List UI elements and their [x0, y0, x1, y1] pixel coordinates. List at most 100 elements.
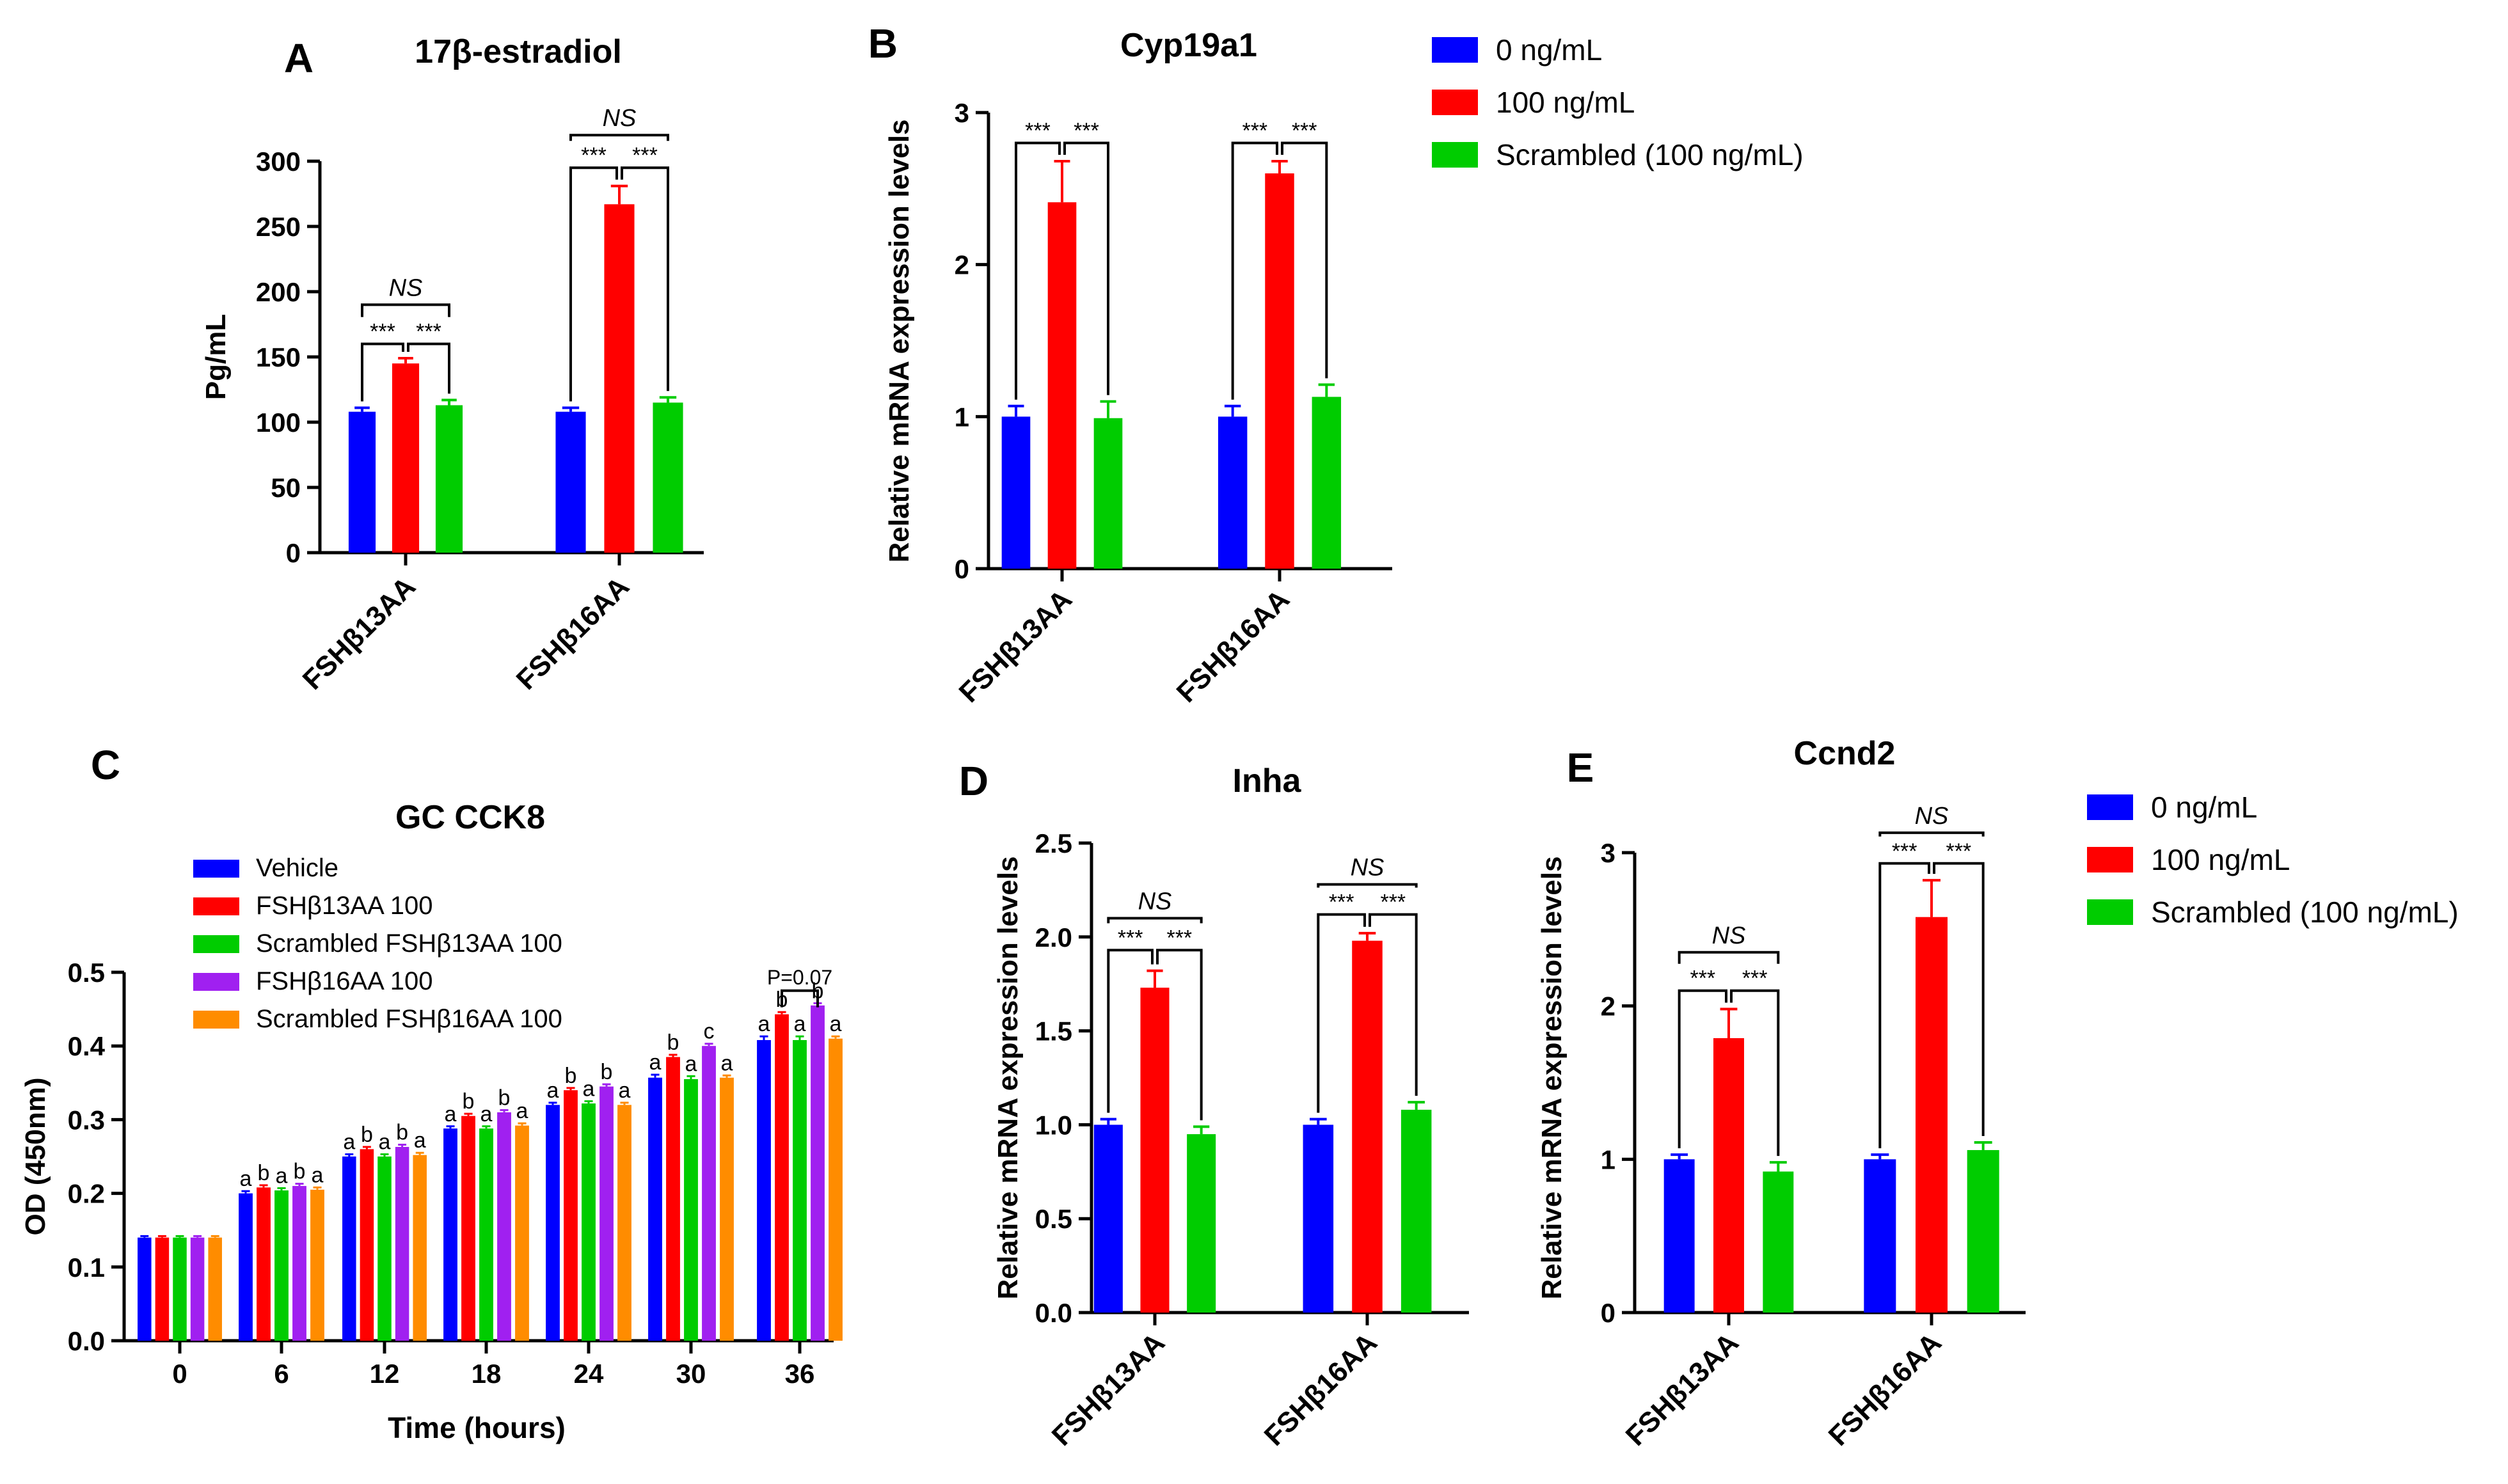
legend-top: 0 ng/mL 100 ng/mL Scrambled (100 ng/mL) [1432, 33, 1804, 171]
bar-letter: a [445, 1102, 457, 1126]
bar [1218, 416, 1248, 569]
legend-label: Scrambled FSHβ16AA 100 [256, 1005, 562, 1033]
significance-stars: *** [632, 143, 658, 168]
significance-bracket [1933, 862, 1985, 1136]
y-tick-label: 3 [955, 98, 969, 128]
bar [582, 1103, 596, 1341]
y-tick-label: 2.0 [1035, 922, 1072, 952]
y-axis-label: Relative mRNA expression levels [1536, 856, 1568, 1300]
legend-swatch [193, 973, 239, 991]
bar [564, 1090, 578, 1341]
significance-bracket [1231, 141, 1278, 400]
bar [684, 1079, 698, 1341]
p-value-label: P=0.07 [767, 966, 832, 989]
bar [360, 1149, 374, 1341]
bar-letter: a [240, 1167, 252, 1191]
bar [653, 402, 683, 553]
bar-letter: a [516, 1099, 528, 1123]
bar [1047, 202, 1077, 569]
significance-bracket [1678, 989, 1727, 1149]
panel-a: 0 50 100 150 200 250 300 17β-estradiol A Pg/mL FSH… [200, 33, 704, 696]
significance-bracket [361, 342, 404, 402]
significance-stars: *** [1329, 890, 1354, 915]
ns-bracket [1678, 951, 1780, 964]
legend-swatch [1432, 37, 1478, 63]
ns-label: NS [1915, 803, 1949, 830]
x-tick-label: 18 [472, 1359, 502, 1389]
bar [775, 1014, 789, 1341]
bar [793, 1039, 807, 1341]
bar [666, 1057, 680, 1341]
bar-letter: a [343, 1130, 355, 1155]
x-tick-label: FSHβ13AA [953, 583, 1078, 708]
ns-label: NS [1351, 855, 1385, 881]
bar [599, 1086, 614, 1341]
bar-letter: a [830, 1012, 842, 1036]
significance-bracket [621, 166, 669, 391]
bar [342, 1156, 356, 1341]
significance-bracket [1107, 949, 1154, 1113]
bar-letter: a [480, 1102, 493, 1126]
bar [757, 1039, 771, 1341]
bar-letter: a [547, 1078, 559, 1103]
x-tick-label: FSHβ13AA [1620, 1327, 1745, 1451]
bar [604, 204, 635, 553]
bar [138, 1237, 152, 1341]
bar [377, 1156, 392, 1341]
bar [435, 405, 463, 553]
bar [1001, 416, 1031, 569]
bar [1763, 1171, 1794, 1313]
significance-bracket [1369, 913, 1418, 1096]
bar [515, 1125, 529, 1341]
bar-letter: a [721, 1051, 733, 1075]
bar [479, 1128, 493, 1341]
ns-label: NS [1712, 922, 1746, 949]
ns-bracket [1878, 831, 1985, 837]
bar-letter: b [667, 1030, 679, 1055]
bar [208, 1237, 222, 1341]
panel-label: B [868, 20, 898, 67]
significance-stars: *** [1074, 119, 1099, 143]
ns-bracket [361, 303, 450, 317]
legend-label: FSHβ13AA 100 [256, 892, 433, 920]
legend-label: 0 ng/mL [2151, 791, 2257, 824]
bar-letter: a [758, 1012, 770, 1036]
ns-label: NS [1138, 888, 1172, 915]
legend-label: 0 ng/mL [1496, 33, 1602, 67]
bar-letter: b [361, 1123, 373, 1147]
x-tick-label: 30 [676, 1359, 706, 1389]
significance-stars: *** [1166, 926, 1192, 950]
bar [1915, 917, 1948, 1313]
legend-swatch [1432, 142, 1478, 168]
legend-swatch [1432, 90, 1478, 115]
x-tick-label: 24 [574, 1359, 604, 1389]
legend-label: Vehicle [256, 854, 338, 882]
significance-stars: *** [1892, 839, 1917, 864]
bar-letter: b [396, 1121, 408, 1145]
y-tick-label: 200 [256, 277, 301, 307]
legend-label: Scrambled (100 ng/mL) [2151, 896, 2459, 929]
y-tick-label: 0.0 [68, 1326, 105, 1356]
y-axis-label: Relative mRNA expression levels [884, 120, 915, 563]
bar-letter: a [794, 1012, 806, 1036]
ns-label: NS [389, 274, 423, 301]
significance-bracket [1878, 862, 1930, 1149]
y-tick-label: 1 [955, 402, 969, 432]
legend-label: Scrambled (100 ng/mL) [1496, 138, 1804, 171]
x-tick-label: 0 [172, 1359, 187, 1389]
bar [1303, 1125, 1334, 1313]
panel-label: E [1567, 745, 1594, 791]
bar [555, 411, 586, 553]
bar [1265, 173, 1294, 569]
legend-swatch [193, 860, 239, 878]
panel-label: A [284, 35, 314, 81]
bar-letter: a [312, 1163, 324, 1187]
bar-letter: a [685, 1052, 697, 1076]
significance-stars: *** [1690, 967, 1715, 991]
bar-letter: b [294, 1160, 306, 1184]
legend-swatch [2087, 794, 2133, 820]
legend-swatch [2087, 847, 2133, 872]
significance-stars: *** [1380, 890, 1406, 915]
significance-stars: *** [1242, 119, 1267, 143]
